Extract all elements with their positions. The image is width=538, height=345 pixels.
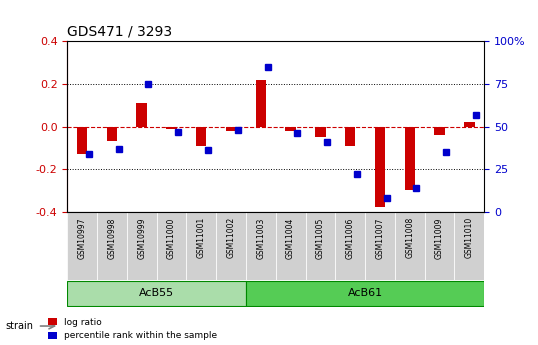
FancyBboxPatch shape — [365, 212, 395, 280]
Text: GSM11001: GSM11001 — [197, 217, 206, 258]
FancyBboxPatch shape — [216, 212, 246, 280]
Bar — [434, 127, 445, 135]
Text: GDS471 / 3293: GDS471 / 3293 — [67, 25, 172, 39]
Bar — [256, 80, 266, 127]
Bar — [196, 127, 207, 146]
Bar — [137, 103, 147, 127]
FancyBboxPatch shape — [67, 281, 246, 306]
FancyBboxPatch shape — [67, 212, 97, 280]
Text: GSM11010: GSM11010 — [465, 217, 474, 258]
Text: GSM10999: GSM10999 — [137, 217, 146, 259]
FancyBboxPatch shape — [157, 212, 186, 280]
Bar — [464, 122, 475, 127]
FancyBboxPatch shape — [335, 212, 365, 280]
Text: GSM11004: GSM11004 — [286, 217, 295, 258]
FancyBboxPatch shape — [455, 212, 484, 280]
Bar — [315, 127, 325, 137]
FancyBboxPatch shape — [246, 212, 275, 280]
Text: GSM11005: GSM11005 — [316, 217, 325, 258]
FancyBboxPatch shape — [306, 212, 335, 280]
Text: GSM11009: GSM11009 — [435, 217, 444, 258]
Legend: log ratio, percentile rank within the sample: log ratio, percentile rank within the sa… — [47, 318, 217, 341]
FancyBboxPatch shape — [275, 212, 306, 280]
Text: AcB55: AcB55 — [139, 288, 174, 298]
Text: GSM11002: GSM11002 — [226, 217, 236, 258]
FancyBboxPatch shape — [395, 212, 424, 280]
Text: GSM11000: GSM11000 — [167, 217, 176, 258]
Text: strain: strain — [5, 321, 33, 331]
Text: GSM10997: GSM10997 — [77, 217, 87, 259]
Text: GSM11006: GSM11006 — [346, 217, 355, 258]
Text: GSM10998: GSM10998 — [108, 217, 116, 258]
Text: AcB61: AcB61 — [348, 288, 383, 298]
Bar — [166, 127, 176, 129]
FancyBboxPatch shape — [424, 212, 455, 280]
Bar — [285, 127, 296, 131]
Bar — [226, 127, 236, 131]
Bar — [345, 127, 356, 146]
Bar — [375, 127, 385, 207]
Text: GSM11008: GSM11008 — [405, 217, 414, 258]
Bar — [107, 127, 117, 141]
Bar — [77, 127, 87, 154]
FancyBboxPatch shape — [97, 212, 127, 280]
Text: GSM11007: GSM11007 — [376, 217, 385, 258]
FancyBboxPatch shape — [246, 281, 484, 306]
FancyBboxPatch shape — [186, 212, 216, 280]
FancyBboxPatch shape — [127, 212, 157, 280]
Text: GSM11003: GSM11003 — [256, 217, 265, 258]
Bar — [405, 127, 415, 190]
